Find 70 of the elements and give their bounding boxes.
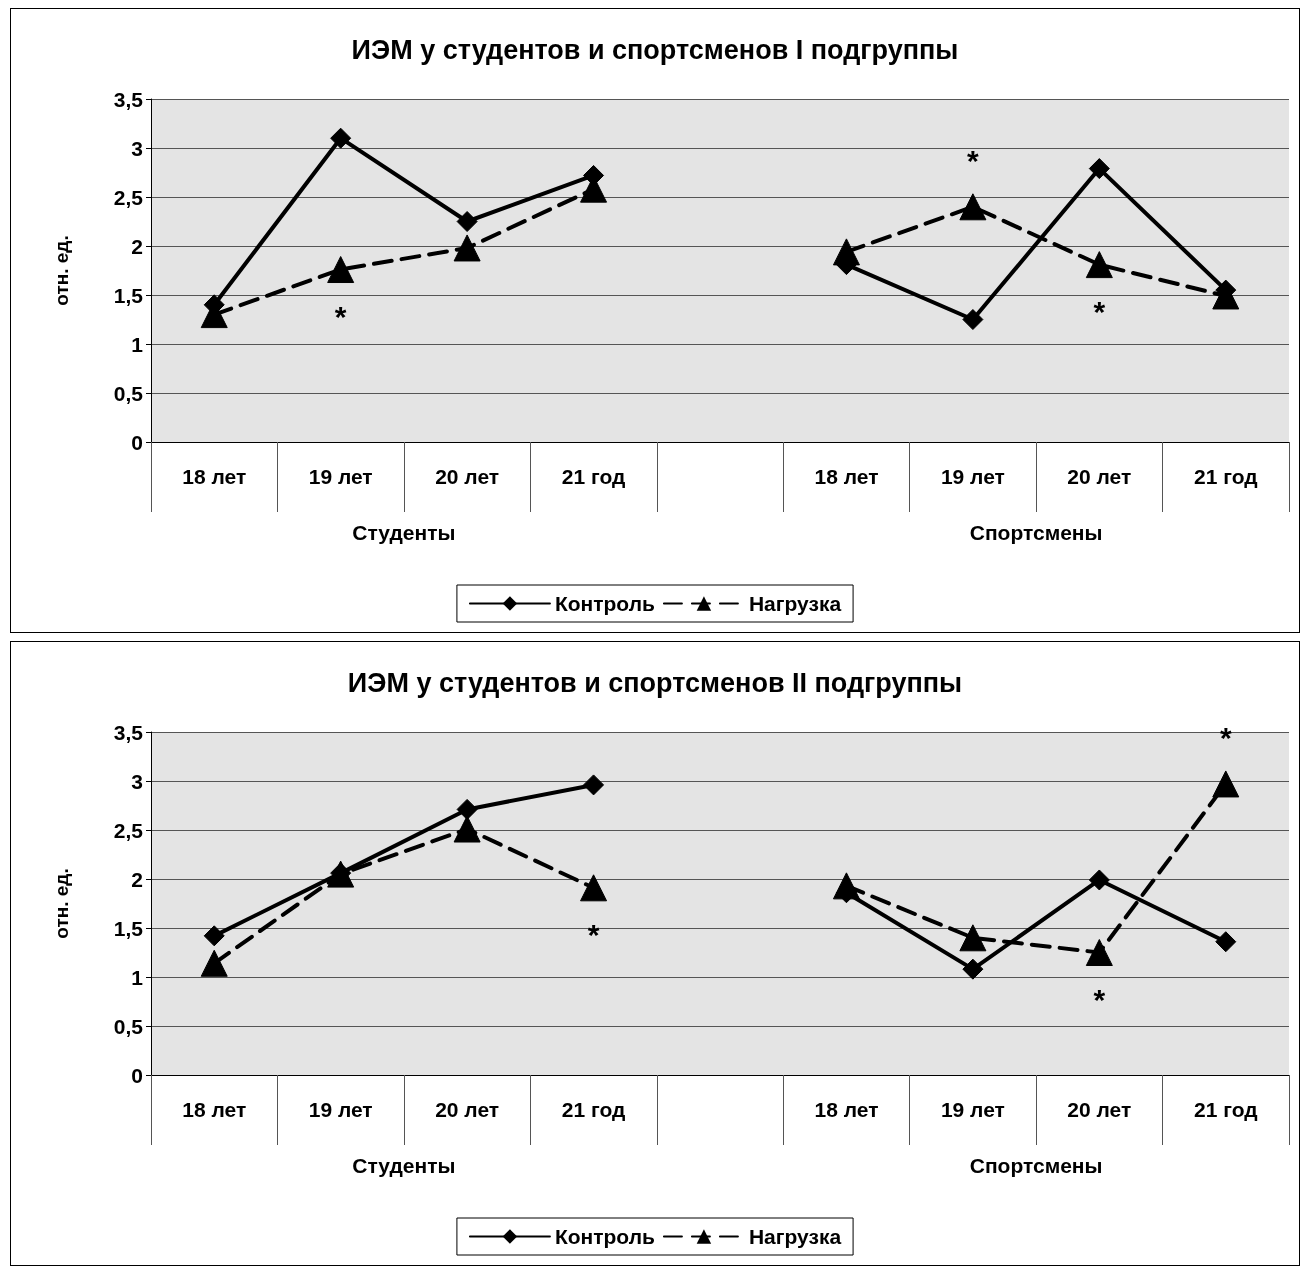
point bbox=[200, 949, 228, 977]
data-label: * bbox=[334, 299, 347, 333]
text: Спортсмены bbox=[969, 1153, 1103, 1177]
point bbox=[456, 211, 478, 232]
text: Спортсмены bbox=[969, 520, 1103, 544]
y-axis-title: отн. ед. bbox=[51, 868, 72, 939]
point bbox=[832, 872, 860, 900]
data-label: * bbox=[967, 143, 980, 177]
point bbox=[583, 774, 605, 796]
data-label: * bbox=[1093, 294, 1106, 328]
y-tick-label: 1 bbox=[131, 965, 144, 989]
y-tick-label: 2,5 bbox=[113, 818, 144, 842]
legend-label: Нагрузка bbox=[748, 1225, 842, 1248]
point bbox=[203, 925, 225, 947]
y-tick-label: 3,5 bbox=[113, 87, 144, 111]
x-tick-label: 20 лет bbox=[1067, 465, 1132, 488]
point bbox=[962, 309, 984, 330]
x-tick-label: 19 лет bbox=[940, 1098, 1005, 1121]
text: Студенты bbox=[352, 1153, 456, 1177]
point bbox=[1212, 770, 1240, 798]
x-tick-label: 20 лет bbox=[1067, 1098, 1132, 1121]
x-tick-label: 18 лет bbox=[814, 465, 879, 488]
x-tick-label: 18 лет bbox=[814, 1098, 879, 1121]
x-tick-label: 18 лет bbox=[182, 1098, 247, 1121]
point bbox=[327, 256, 355, 284]
point bbox=[453, 234, 481, 262]
y-tick-label: 0 bbox=[131, 1063, 143, 1087]
x-tick-label: 20 лет bbox=[435, 1098, 500, 1121]
legend-label: Контроль bbox=[554, 1225, 655, 1248]
point bbox=[962, 958, 984, 980]
x-tick-label: 19 лет bbox=[940, 465, 1005, 488]
text: Студенты bbox=[352, 520, 456, 544]
point bbox=[1085, 939, 1113, 966]
point bbox=[1215, 931, 1237, 953]
point bbox=[453, 815, 481, 843]
point bbox=[1088, 158, 1110, 180]
legend-label: Нагрузка bbox=[748, 592, 842, 615]
point bbox=[580, 874, 608, 902]
x-tick-label: 20 лет bbox=[435, 465, 500, 488]
y-tick-label: 2 bbox=[131, 867, 143, 891]
chart-title: ИЭМ у студентов и спортсменов I подгруппы bbox=[351, 34, 959, 65]
y-tick-label: 0 bbox=[131, 430, 143, 454]
y-tick-label: 1 bbox=[131, 332, 144, 356]
point bbox=[959, 924, 987, 952]
point bbox=[832, 238, 860, 266]
y-tick-label: 0,5 bbox=[113, 1014, 144, 1038]
point bbox=[456, 798, 478, 820]
y-tick-label: 1,5 bbox=[113, 916, 144, 940]
point bbox=[330, 127, 352, 149]
x-tick-label: 21 год bbox=[1194, 465, 1258, 488]
y-tick-label: 3 bbox=[131, 769, 143, 793]
x-tick-label: 19 лет bbox=[308, 465, 373, 488]
y-tick-label: 2,5 bbox=[113, 185, 144, 209]
chart-title: ИЭМ у студентов и спортсменов II подгруппы bbox=[347, 667, 963, 698]
y-tick-label: 3,5 bbox=[113, 720, 144, 744]
x-tick-label: 21 год bbox=[1194, 1098, 1258, 1121]
point bbox=[1088, 869, 1110, 891]
y-tick-label: 2 bbox=[131, 234, 143, 258]
point bbox=[1085, 251, 1113, 279]
legend-label: Контроль bbox=[554, 592, 655, 615]
data-label: * bbox=[1093, 982, 1106, 1016]
y-axis-title: отн. ед. bbox=[51, 235, 72, 306]
y-tick-label: 1,5 bbox=[113, 283, 144, 307]
x-tick-label: 21 год bbox=[561, 1098, 626, 1121]
x-tick-label: 18 лет bbox=[182, 465, 247, 488]
point bbox=[959, 193, 987, 221]
y-tick-label: 3 bbox=[131, 136, 143, 160]
x-tick-label: 19 лет bbox=[308, 1098, 373, 1121]
x-tick-label: 21 год bbox=[561, 465, 626, 488]
y-tick-label: 0,5 bbox=[113, 381, 144, 405]
